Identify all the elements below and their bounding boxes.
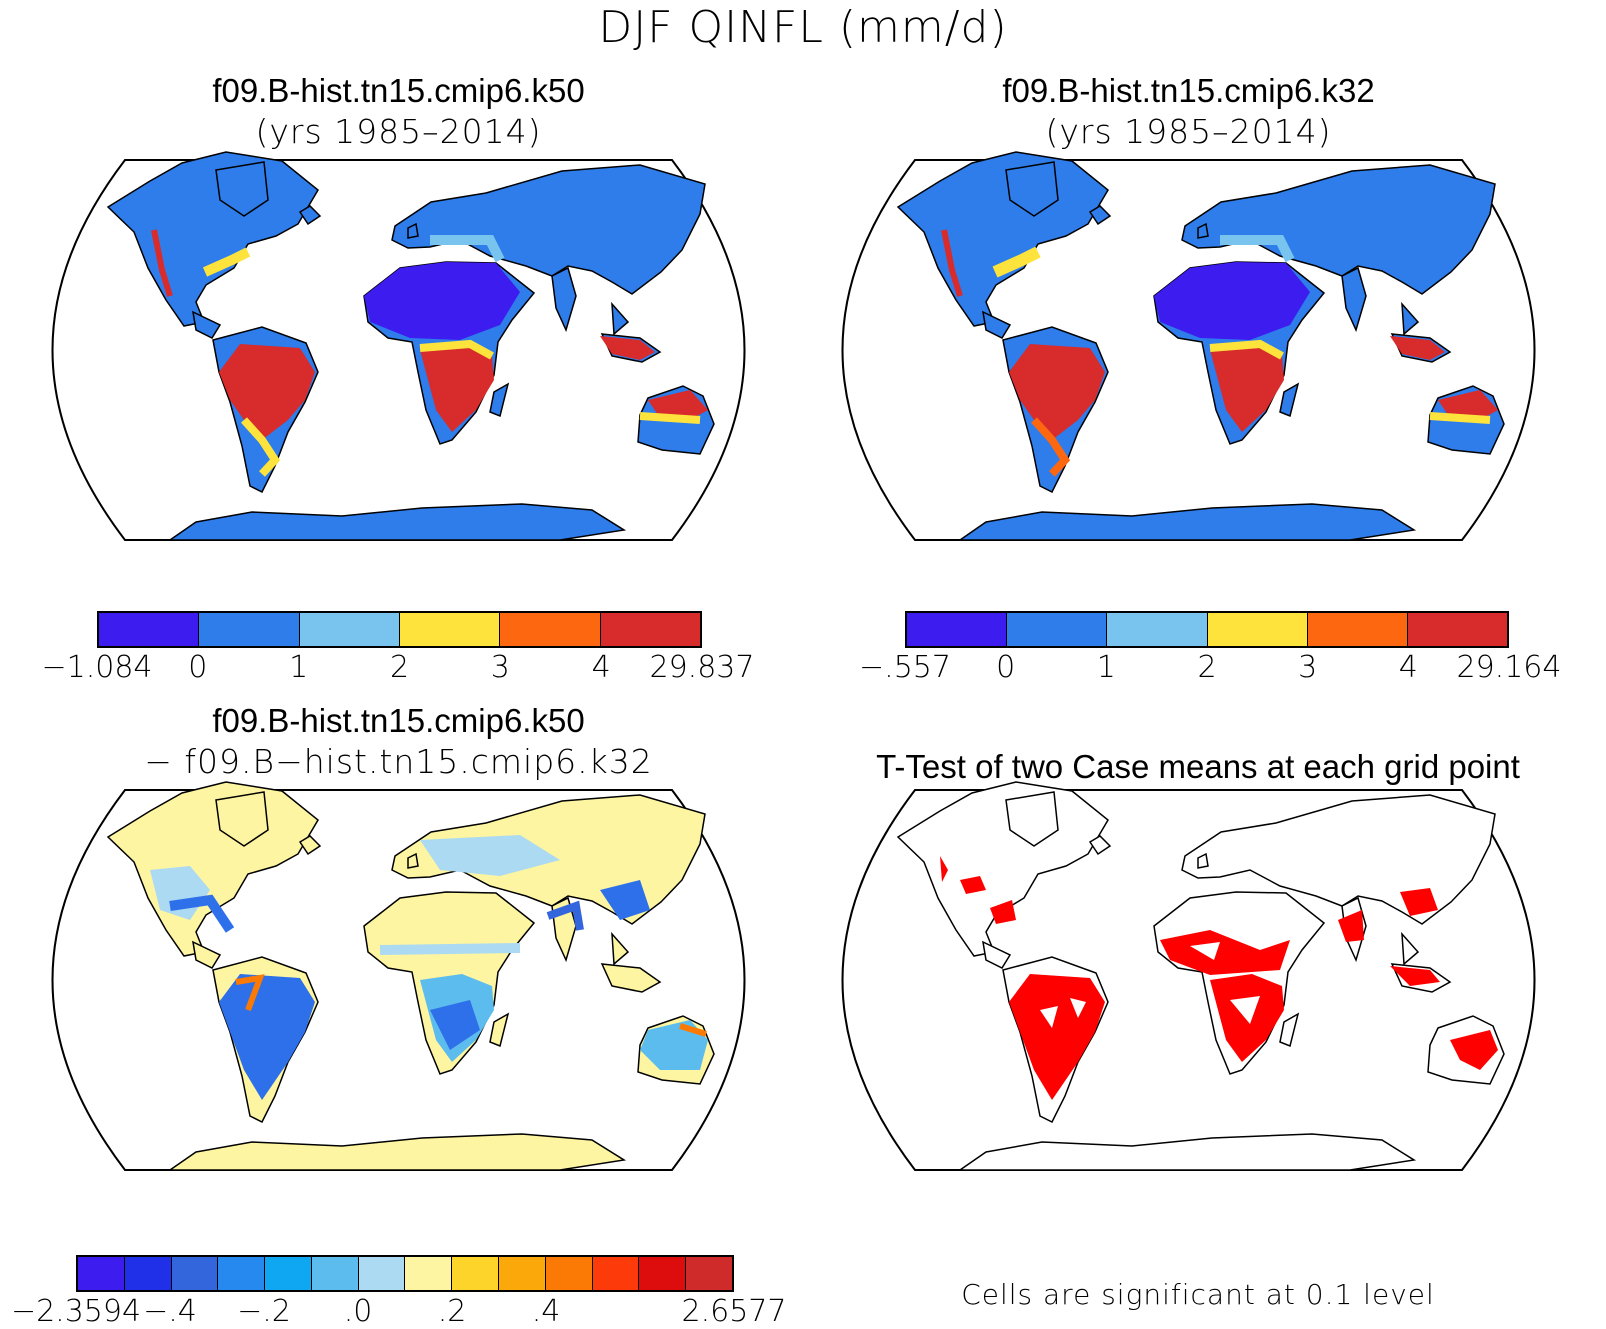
colorbar-swatch: [1107, 613, 1208, 646]
colorbar-swatch: [358, 1257, 406, 1290]
colorbar-swatch: [592, 1257, 640, 1290]
colorbar-k50: [97, 611, 702, 648]
colorbar-swatch: [452, 1257, 500, 1290]
colorbar-swatch: [99, 613, 200, 646]
panel-diff-title: f09.B-hist.tn15.cmip6.k50: [212, 702, 585, 739]
colorbar-k32: [905, 611, 1509, 648]
colorbar-tick-label: 29.837: [649, 650, 755, 685]
colorbar-swatch: [199, 613, 300, 646]
map-ttest: [841, 781, 1536, 1171]
colorbar-tick-label: 4: [591, 650, 611, 685]
colorbar-swatch: [78, 1257, 125, 1290]
map-diff: [51, 781, 746, 1171]
colorbar-tick-label: 3: [490, 650, 510, 685]
colorbar-swatch: [171, 1257, 219, 1290]
colorbar-tick-label: .0: [343, 1294, 373, 1329]
colorbar-tick-label: 3: [1298, 650, 1318, 685]
colorbar-tick-label: 4: [1398, 650, 1418, 685]
colorbar-swatch: [405, 1257, 453, 1290]
panel-k50-title: f09.B-hist.tn15.cmip6.k50: [212, 72, 585, 109]
colorbar-swatch: [218, 1257, 266, 1290]
colorbar-swatch: [1407, 613, 1508, 646]
colorbar-swatch: [686, 1257, 732, 1290]
colorbar-tick-label: −.2: [237, 1294, 291, 1329]
colorbar-swatch: [124, 1257, 172, 1290]
colorbar-swatch: [1307, 613, 1408, 646]
figure-title: DJF QINFL (mm/d): [598, 2, 1008, 53]
panel-ttest-title: T-Test of two Case means at each grid po…: [876, 748, 1520, 785]
colorbar-tick-label: 29.164: [1456, 650, 1562, 685]
colorbar-tick-label: 1: [289, 650, 309, 685]
colorbar-tick-label: −.4: [143, 1294, 197, 1329]
colorbar-swatch: [600, 613, 700, 646]
colorbar-tick-label: −1.084: [41, 650, 153, 685]
colorbar-swatch: [1007, 613, 1108, 646]
colorbar-tick-label: .2: [437, 1294, 467, 1329]
colorbar-tick-label: 2.6577: [681, 1294, 787, 1329]
colorbar-swatch: [907, 613, 1008, 646]
colorbar-diff: [76, 1255, 734, 1292]
map-k50: [51, 151, 746, 541]
colorbar-tick-label: 1: [1096, 650, 1116, 685]
panel-k32-title: f09.B-hist.tn15.cmip6.k32: [1002, 72, 1375, 109]
panel-diff-subtitle: − f09.B−hist.tn15.cmip6.k32: [144, 742, 653, 781]
colorbar-swatch: [639, 1257, 687, 1290]
colorbar-swatch: [265, 1257, 312, 1290]
colorbar-tick-label: 0: [188, 650, 208, 685]
colorbar-swatch: [299, 613, 400, 646]
panel-k50-subtitle: (yrs 1985–2014): [255, 112, 542, 151]
colorbar-tick-label: .4: [531, 1294, 561, 1329]
significance-note: Cells are significant at 0.1 level: [961, 1278, 1435, 1311]
colorbar-tick-label: 0: [996, 650, 1016, 685]
colorbar-tick-label: −.557: [859, 650, 951, 685]
colorbar-swatch: [545, 1257, 593, 1290]
colorbar-swatch: [499, 1257, 546, 1290]
panel-k32-subtitle: (yrs 1985–2014): [1045, 112, 1332, 151]
colorbar-swatch: [1207, 613, 1308, 646]
colorbar-tick-label: 2: [389, 650, 410, 685]
colorbar-tick-label: −2.3594: [10, 1294, 142, 1329]
colorbar-tick-label: 2: [1197, 650, 1217, 685]
colorbar-swatch: [311, 1257, 359, 1290]
colorbar-swatch: [500, 613, 601, 646]
colorbar-swatch: [399, 613, 501, 646]
map-k32: [841, 151, 1536, 541]
